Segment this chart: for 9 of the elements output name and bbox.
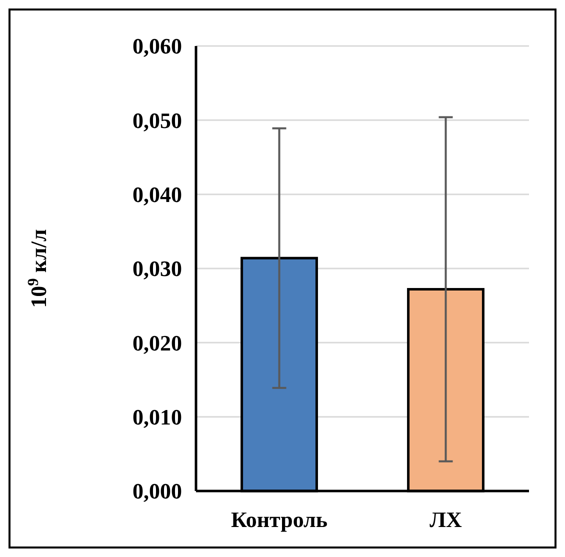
y-tick-label: 0,060: [132, 34, 182, 59]
y-tick-label: 0,010: [132, 404, 182, 430]
y-tick-label: 0,000: [132, 478, 182, 504]
y-tick-label: 0,040: [132, 182, 182, 208]
x-tick-label: Контроль: [230, 507, 328, 532]
y-tick-label: 0,020: [132, 330, 182, 356]
y-tick-label: 0,030: [132, 256, 182, 282]
x-tick-label: ЛХ: [430, 507, 462, 532]
y-tick-label: 0,050: [132, 108, 182, 133]
